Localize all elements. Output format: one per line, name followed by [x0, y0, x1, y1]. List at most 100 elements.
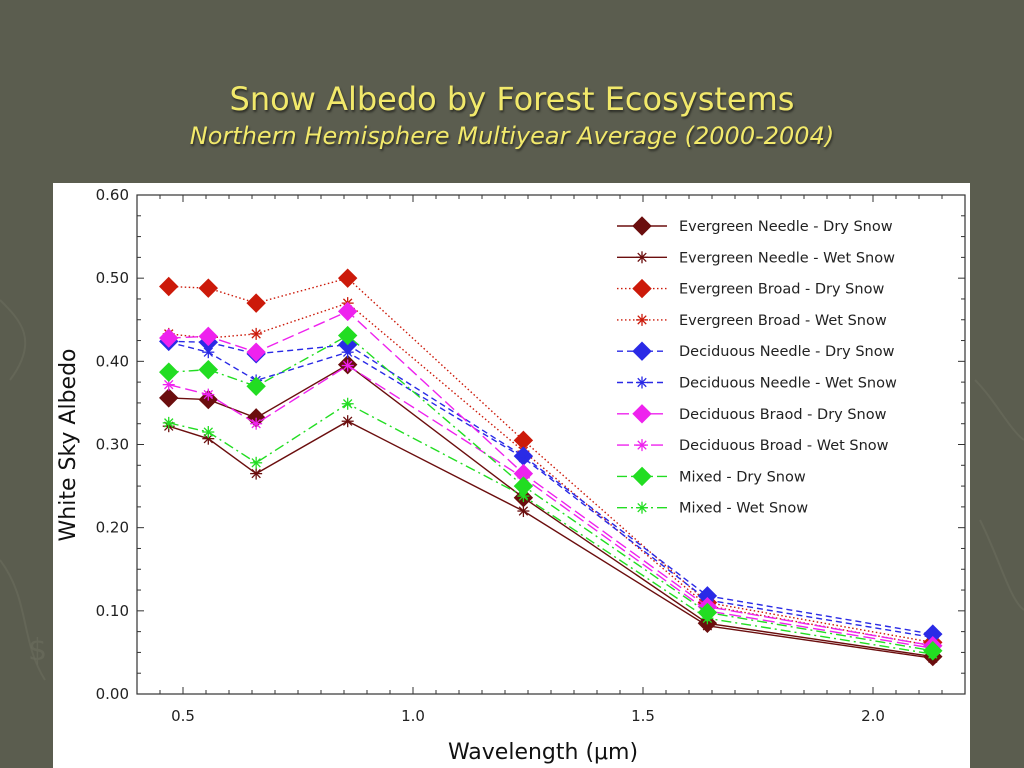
y-tick-label: 0.30 — [96, 436, 129, 454]
legend-entry: Deciduous Needle - Dry Snow — [617, 341, 895, 361]
legend-label: Deciduous Braod - Dry Snow — [679, 407, 887, 423]
data-point — [246, 376, 266, 396]
legend-marker — [636, 313, 648, 326]
legend-marker — [632, 216, 652, 236]
star-stroke — [251, 329, 261, 339]
star-stroke — [203, 433, 214, 444]
data-point — [517, 451, 530, 464]
star-stroke — [164, 418, 174, 428]
star-stroke — [251, 468, 261, 479]
legend-entry: Deciduous Broad - Wet Snow — [617, 438, 889, 454]
legend-label: Mixed - Wet Snow — [679, 501, 808, 517]
y-tick-label: 0.60 — [96, 186, 129, 204]
star-stroke — [637, 440, 647, 450]
slide-subtitle: Northern Hemisphere Multiyear Average (2… — [189, 122, 835, 150]
legend-marker — [636, 376, 648, 389]
star-stroke — [518, 453, 529, 463]
legend-entry: Evergreen Broad - Dry Snow — [617, 278, 884, 299]
star-stroke — [251, 419, 261, 429]
y-tick-label: 0.00 — [96, 685, 129, 703]
star-stroke — [251, 458, 261, 468]
legend-marker — [632, 404, 652, 424]
y-axis-title: White Sky Albedo — [56, 349, 81, 542]
star-stroke — [342, 347, 353, 357]
y-tick-label: 0.20 — [96, 519, 129, 537]
data-point — [162, 416, 175, 429]
y-tick-label: 0.50 — [96, 269, 129, 287]
legend-label: Mixed - Dry Snow — [679, 469, 806, 485]
data-point — [246, 342, 266, 362]
albedo-chart: 0.00 0.10 0.20 0.30 0.40 0.50 0.60 0.5 1.0 1.5 2.0… — [56, 186, 966, 765]
star-stroke — [637, 252, 647, 263]
legend-marker — [636, 439, 648, 452]
data-point — [159, 328, 179, 348]
star-stroke — [928, 649, 938, 659]
data-point — [250, 417, 263, 430]
data-point — [202, 426, 215, 439]
star-stroke — [518, 491, 529, 501]
legend-entry: Evergreen Needle - Wet Snow — [617, 250, 895, 266]
legend-marker — [632, 466, 652, 487]
legend-entry: Evergreen Broad - Wet Snow — [617, 313, 887, 329]
legend-entry: Deciduous Needle - Wet Snow — [617, 376, 897, 392]
star-stroke — [203, 347, 214, 357]
data-point — [341, 415, 354, 428]
star-stroke — [342, 360, 353, 371]
star-stroke — [203, 389, 214, 400]
x-tick-label: 0.5 — [171, 707, 195, 725]
star-stroke — [637, 502, 647, 513]
data-point — [159, 388, 179, 408]
series-mixed-wet-snow — [162, 397, 939, 661]
star-stroke — [203, 427, 214, 437]
data-point — [701, 612, 714, 625]
star-stroke — [702, 621, 713, 631]
legend-entry: Deciduous Braod - Dry Snow — [617, 404, 887, 424]
data-point — [198, 359, 219, 380]
star-stroke — [342, 399, 353, 409]
data-point — [517, 505, 530, 518]
legend-label: Deciduous Needle - Wet Snow — [679, 376, 897, 392]
data-point — [159, 362, 179, 382]
data-point — [701, 619, 714, 632]
svg-text:$: $ — [28, 633, 47, 668]
data-point — [246, 293, 266, 313]
data-point — [198, 326, 219, 347]
data-point — [341, 346, 354, 359]
series-evergreen-needle-dry-snow — [159, 354, 943, 667]
data-point — [202, 346, 215, 359]
series-line — [168, 420, 933, 659]
star-stroke — [637, 315, 647, 325]
data-point — [159, 276, 179, 297]
star-stroke — [518, 506, 529, 516]
legend-label: Evergreen Broad - Wet Snow — [679, 313, 887, 329]
data-point — [337, 268, 358, 288]
data-point — [341, 397, 354, 410]
x-tick-label: 2.0 — [861, 707, 885, 725]
data-point — [337, 301, 358, 322]
series-line — [168, 277, 933, 644]
data-point — [250, 456, 263, 469]
star-stroke — [637, 377, 647, 388]
legend-marker — [632, 341, 652, 361]
legend-label: Evergreen Broad - Dry Snow — [679, 282, 884, 298]
legend-label: Deciduous Broad - Wet Snow — [679, 438, 889, 454]
x-tick-label: 1.5 — [631, 707, 655, 725]
y-tick-label: 0.10 — [96, 602, 129, 620]
legend-marker — [636, 251, 648, 264]
data-point — [198, 278, 219, 298]
legend-label: Evergreen Needle - Dry Snow — [679, 219, 893, 235]
legend-marker — [632, 278, 652, 299]
data-point — [250, 467, 263, 480]
data-point — [202, 388, 215, 401]
x-axis-title: Wavelength (μm) — [448, 740, 638, 765]
legend-label: Deciduous Needle - Dry Snow — [679, 344, 895, 360]
data-point — [517, 490, 530, 503]
y-tick-label: 0.40 — [96, 352, 129, 370]
slide-title: Snow Albedo by Forest Ecosystems — [229, 80, 795, 118]
legend-label: Evergreen Needle - Wet Snow — [679, 250, 895, 266]
data-point — [337, 325, 358, 346]
legend-entry: Mixed - Wet Snow — [617, 501, 808, 517]
data-point — [250, 327, 263, 340]
legend-marker — [636, 501, 648, 514]
